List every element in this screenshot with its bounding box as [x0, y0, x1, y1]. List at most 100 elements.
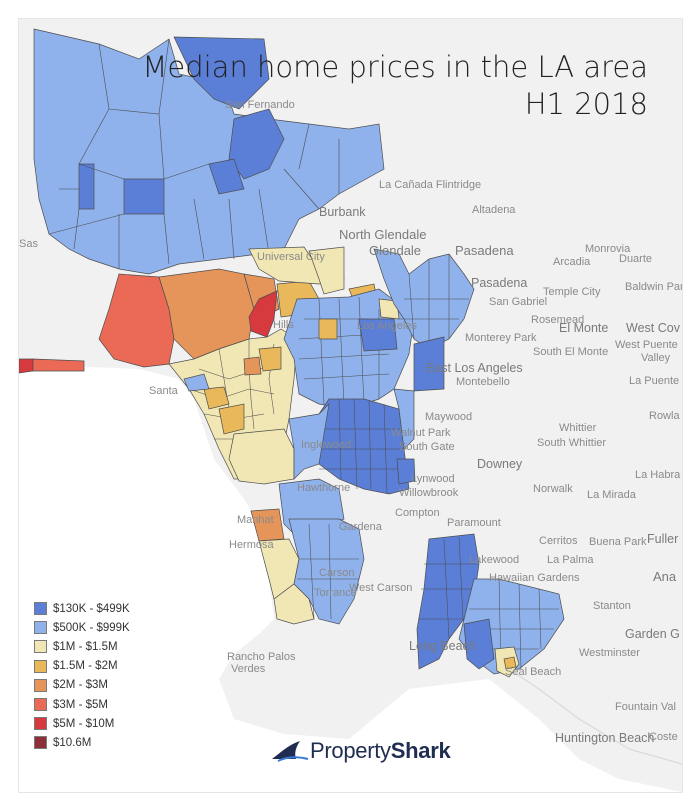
place-label: San Fernando	[225, 99, 295, 111]
ocean	[19, 364, 682, 792]
place-label: Maywood	[425, 411, 473, 423]
place-label: Compton	[395, 507, 440, 519]
place-label: Pasadena	[455, 243, 514, 258]
place-label: Seal Beach	[505, 666, 562, 678]
place-label: Temple City	[543, 286, 601, 298]
map-title: Median home prices in the LA area H1 201…	[142, 49, 648, 123]
place-label: Monterey Park	[465, 332, 537, 344]
legend-swatch	[34, 698, 47, 712]
map-canvas[interactable]: La Cañada Flintridge Burbank Altadena No…	[18, 18, 683, 793]
place-label: Lynwood	[411, 473, 455, 485]
legend-item: $2M - $3M	[34, 676, 130, 695]
place-label: East Los Angeles	[426, 361, 523, 375]
region-sfv-grid	[48, 38, 340, 269]
region-westside-1_5m-c	[258, 346, 282, 372]
place-label: South El Monte	[533, 346, 609, 358]
region-east-la-dark	[413, 336, 445, 392]
legend-item: $130K - $499K	[34, 599, 130, 618]
legend-item: $500K - $999K	[34, 618, 130, 637]
place-label: La Mirada	[587, 489, 636, 501]
map-svg	[19, 28, 682, 792]
place-label: South Whittier	[537, 437, 607, 449]
region-southgate-dark	[396, 458, 416, 485]
place-label: Inglewood	[301, 439, 352, 451]
place-label: Pasadena	[471, 276, 528, 290]
region-westside-1_5m-b	[218, 403, 245, 435]
region-longbeach-dark	[463, 618, 495, 670]
place-label: Whittier	[559, 422, 597, 434]
legend-swatch	[34, 640, 47, 654]
place-label: Rancho Palos	[227, 651, 296, 663]
place-label: Carson	[319, 567, 355, 579]
place-label: Valley	[641, 352, 671, 364]
legend-swatch	[34, 678, 47, 692]
place-label: La Palma	[547, 554, 594, 566]
place-label: West Cov	[626, 321, 680, 335]
legend-swatch	[34, 736, 47, 750]
place-label: North Glendale	[339, 227, 427, 242]
place-label: Hawaiian Gardens	[489, 572, 580, 584]
place-label: Manhat	[237, 514, 274, 526]
legend-swatch	[34, 717, 47, 731]
place-label: Santa	[149, 385, 178, 397]
brand-name-regular: Property	[310, 738, 391, 763]
region-sfv-dark-3	[123, 178, 165, 215]
place-label: Downey	[477, 457, 523, 471]
place-label: Stanton	[593, 600, 631, 612]
legend-item: $1M - $1.5M	[34, 637, 130, 656]
region-westside-1_5m-a	[203, 386, 230, 410]
place-label: Baldwin Park	[625, 281, 683, 293]
legend-swatch	[34, 602, 47, 616]
place-label: Verdes	[231, 663, 266, 675]
legend-label: $130K - $499K	[53, 602, 130, 615]
region-lakewood-grid	[464, 578, 559, 670]
place-label: Fuller	[647, 532, 679, 546]
region-sfv-dark-5	[208, 158, 245, 195]
place-label: Buena Park	[589, 536, 647, 548]
place-label: Willowbrook	[399, 487, 459, 499]
place-label: La Puente	[629, 375, 680, 387]
place-label: Universal City	[257, 251, 325, 263]
place-label: Fountain Val	[615, 701, 676, 713]
region-malibu-3m5m	[32, 358, 85, 372]
legend-swatch	[34, 621, 47, 635]
place-label: Rowla	[649, 410, 680, 422]
region-inglewood-500k	[288, 402, 330, 480]
place-label: Cerritos	[539, 535, 578, 547]
legend-swatch	[34, 659, 47, 673]
place-label: Coste	[649, 731, 678, 743]
legend-label: $1M - $1.5M	[53, 640, 118, 653]
place-label: Garden G	[625, 627, 680, 641]
legend: $130K - $499K $500K - $999K $1M - $1.5M $1.…	[34, 599, 130, 753]
legend-item: $5M - $10M	[34, 714, 130, 733]
place-label: La Cañada Flintridge	[379, 179, 482, 191]
place-label: Long Beach	[409, 639, 476, 653]
legend-label: $500K - $999K	[53, 621, 130, 634]
legend-item: $3M - $5M	[34, 695, 130, 714]
place-label: Hawthorne	[297, 482, 351, 494]
brand-name: PropertyShark	[310, 738, 451, 764]
place-label: Norwalk	[533, 483, 573, 495]
region-inglewood-1m	[228, 428, 295, 485]
legend-label: $3M - $5M	[53, 698, 108, 711]
legend-item: $10.6M	[34, 733, 130, 752]
title-line-1: Median home prices in the LA area	[142, 50, 648, 84]
place-label: La Habra	[635, 469, 681, 481]
place-label: Arcadia	[553, 256, 591, 268]
region-torrance-grid	[297, 523, 359, 620]
coastline-detail	[508, 668, 682, 765]
region-westside-2m-d	[243, 356, 262, 376]
place-label: Los Angeles	[357, 320, 417, 332]
region-southla-grid	[304, 398, 409, 495]
region-sfv-dark-2	[228, 108, 285, 180]
region-sfv-dark-4	[78, 163, 95, 210]
place-label: Rosemead	[531, 314, 585, 326]
place-label: West Carson	[349, 582, 413, 594]
place-label: Burbank	[319, 205, 366, 219]
place-label: Ana	[653, 569, 677, 584]
legend-item: $1.5M - $2M	[34, 657, 130, 676]
place-label: Torrance	[314, 587, 357, 599]
region-sfv-dark-1	[173, 36, 270, 110]
region-westside-blue	[183, 373, 210, 392]
place-label: Duarte	[619, 253, 653, 265]
